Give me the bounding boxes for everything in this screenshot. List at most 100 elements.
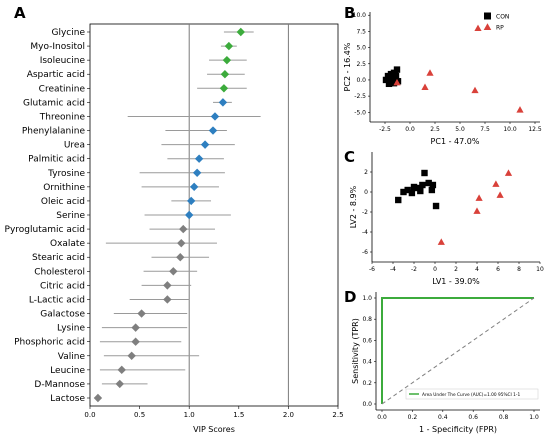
vip-point	[117, 365, 126, 375]
roc-legend-label: Area Under The Curve (AUC)=1.00 95%CI 1-…	[422, 392, 520, 398]
vip-point	[93, 393, 103, 403]
vip-point	[185, 210, 194, 220]
vip-point	[137, 309, 146, 318]
plsda-y-tick-label: 2	[364, 169, 368, 176]
pca-y-tick-label: -5.0	[354, 109, 366, 116]
plsda-point-con	[432, 202, 440, 210]
pca-x-tick-label: 5.0	[455, 126, 465, 133]
roc-x-tick-label: 1.0	[529, 414, 539, 421]
vip-point	[169, 267, 178, 276]
roc-y-tick-label: 0.8	[362, 316, 372, 323]
vip-metabolite-label: Glycine	[52, 28, 86, 38]
plsda-point-rp	[437, 238, 445, 245]
pca-x-tick-label: 10.0	[503, 126, 517, 133]
pca-y-tick-label: 2.5	[356, 61, 366, 68]
plsda-y-tick-label: 0	[364, 189, 368, 196]
vip-point	[131, 323, 140, 332]
vip-x-tick-label: 0.5	[134, 411, 145, 419]
vip-metabolite-label: Phenylalanine	[22, 127, 86, 137]
pca-point-con	[393, 66, 401, 73]
vip-metabolite-label: L-Lactic acid	[29, 295, 85, 305]
vip-metabolite-label: Oleic acid	[41, 197, 85, 207]
plsda-chart: -6 -4 -2 0 2 4 6 8 10 -6 -4 -2 0 2 LV1 - 39.0% LV2 - 8.…	[349, 152, 544, 286]
vip-metabolite-label: Myo-Inositol	[30, 42, 85, 52]
plsda-point-con	[417, 187, 424, 195]
pca-x-tick-label: -2.5	[379, 126, 391, 133]
pca-point-rp	[426, 69, 434, 76]
pca-point-con	[390, 79, 398, 87]
vip-metabolite-label: Oxalate	[50, 239, 85, 249]
plsda-x-tick-label: -4	[390, 266, 396, 273]
vip-metabolite-label: Isoleucine	[40, 56, 86, 66]
plsda-point-con	[410, 183, 418, 191]
roc-x-tick-label: 0.4	[438, 414, 448, 421]
vip-metabolite-label: Citric acid	[40, 281, 85, 291]
roc-chance-line	[381, 297, 535, 405]
roc-curve	[381, 297, 534, 404]
pca-x-tick-label: 7.5	[480, 126, 490, 133]
plsda-point-rp	[504, 169, 513, 176]
vip-metabolite-label: Threonine	[39, 112, 86, 122]
roc-chart: 0.0 0.2 0.4 0.6 0.8 1.0 0.0 0.2 0.4 0.6 0.8 1.0 1 - …	[351, 292, 540, 434]
vip-x-tick-label: 1.5	[233, 411, 244, 419]
vip-metabolite-label: Creatinine	[39, 84, 86, 94]
pca-y-tick-label: 0.0	[356, 77, 366, 84]
plsda-point-con	[429, 181, 437, 189]
vip-metabolite-label: Urea	[64, 141, 85, 151]
vip-point	[131, 337, 140, 346]
vip-point	[222, 55, 232, 65]
roc-x-tick-label: 0.0	[377, 414, 387, 421]
roc-x-tick-label: 0.2	[408, 414, 418, 421]
plsda-x-tick-label: 2	[454, 266, 458, 273]
legend-con-label: CON	[496, 14, 509, 21]
plsda-x-tick-label: 6	[496, 266, 500, 273]
panel-letter-b: B	[344, 4, 355, 22]
legend-rp-marker	[483, 23, 492, 31]
plsda-point-con	[421, 169, 428, 177]
plsda-point-con	[428, 186, 436, 194]
vip-point	[224, 41, 234, 51]
pca-point-con	[387, 74, 395, 81]
pca-x-axis-label: PC1 - 47.0%	[431, 137, 480, 146]
legend-con-marker	[484, 12, 491, 20]
vip-metabolite-label: Phosphoric acid	[14, 338, 85, 348]
vip-point	[179, 224, 188, 234]
roc-x-tick-label: 0.8	[499, 414, 509, 421]
vip-point	[194, 154, 204, 163]
vip-metabolite-label: Cholesterol	[34, 267, 85, 277]
pca-point-con	[382, 76, 390, 84]
vip-point	[115, 379, 124, 389]
pca-point-rp	[474, 24, 482, 32]
roc-y-axis-label: Sensitivity (TPR)	[351, 318, 360, 384]
vip-point	[163, 281, 172, 290]
vip-metabolite-label: Lactose	[50, 394, 85, 404]
vip-point	[218, 98, 228, 107]
vip-metabolite-label: D-Mannose	[34, 380, 85, 390]
vip-chart: 0.0 0.5 1.0 1.5 2.0 2.5 VIP Scores Glycine Myo-I…	[5, 23, 344, 434]
pca-y-tick-label: 7.5	[356, 28, 366, 35]
roc-x-axis-label: 1 - Specificity (FPR)	[419, 425, 497, 434]
plsda-point-con	[395, 196, 402, 204]
plsda-y-axis-label: LV2 - 8.9%	[349, 185, 358, 228]
vip-metabolite-label: Galactose	[40, 310, 85, 320]
plsda-point-con	[425, 179, 432, 187]
legend-rp-label: RP	[496, 25, 504, 32]
pca-y-tick-label: 10.0	[353, 12, 367, 19]
plsda-x-tick-label: -2	[411, 266, 417, 273]
vip-point	[127, 351, 136, 360]
vip-metabolite-label: Leucine	[50, 366, 85, 376]
plsda-point-con	[408, 189, 416, 197]
plsda-x-tick-label: -6	[369, 266, 375, 273]
plsda-point-rp	[475, 194, 483, 201]
vip-metabolite-label: Lysine	[57, 324, 85, 334]
vip-metabolite-label: Serine	[56, 211, 85, 221]
vip-point	[186, 196, 196, 206]
vip-point	[200, 140, 210, 149]
vip-metabolite-label: Palmitic acid	[28, 155, 85, 165]
vip-metabolite-label: Valine	[58, 352, 86, 362]
pca-y-axis-label: PC2 - 16.4%	[343, 42, 352, 91]
vip-metabolite-label: Tyrosine	[47, 169, 85, 179]
roc-y-tick-label: 0.4	[362, 359, 372, 366]
plsda-x-tick-label: 0	[433, 266, 437, 273]
vip-point	[176, 253, 185, 262]
